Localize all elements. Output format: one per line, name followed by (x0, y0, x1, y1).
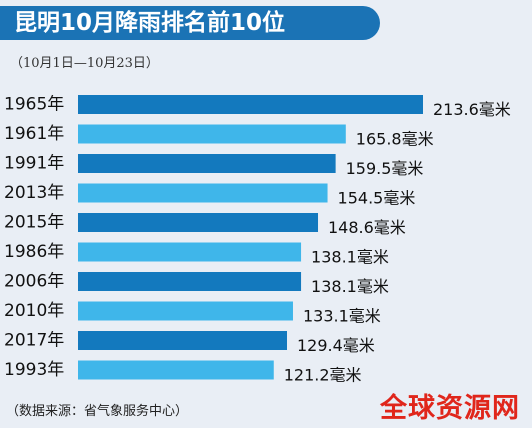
category-label: 1965年 (4, 95, 64, 115)
title-banner: 昆明10月降雨排名前10位 (0, 6, 380, 40)
category-label: 1993年 (4, 360, 64, 380)
bar (78, 272, 302, 291)
category-label: 2015年 (4, 213, 64, 233)
value-label: 138.1毫米 (311, 277, 389, 296)
value-label: 154.5毫米 (338, 189, 416, 208)
category-label: 2017年 (4, 331, 64, 351)
bar (78, 213, 319, 232)
value-label: 138.1毫米 (311, 248, 389, 267)
bar (78, 124, 346, 144)
bar (78, 183, 328, 203)
category-label: 2010年 (4, 301, 64, 321)
bar (78, 301, 293, 321)
value-label: 165.8毫米 (356, 130, 434, 149)
value-label: 148.6毫米 (328, 218, 406, 237)
category-label: 1986年 (4, 242, 64, 262)
category-label: 2013年 (4, 183, 64, 203)
value-label: 159.5毫米 (346, 159, 424, 178)
bar (78, 242, 302, 262)
value-label: 133.1毫米 (303, 307, 381, 326)
category-label: 2006年 (4, 272, 64, 292)
value-label: 129.4毫米 (297, 336, 375, 355)
bar (78, 154, 336, 173)
bar (78, 360, 274, 380)
watermark-logo: 全球资源网 (380, 393, 520, 424)
bar (78, 95, 423, 114)
data-source-note: （数据来源：省气象服务中心） (6, 404, 189, 419)
category-label: 1961年 (4, 124, 64, 144)
value-label: 213.6毫米 (433, 100, 511, 119)
chart-title: 昆明10月降雨排名前10位 (14, 10, 286, 36)
chart-subtitle: （10月1日—10月23日） (10, 56, 159, 71)
value-label: 121.2毫米 (284, 366, 362, 385)
bar (78, 331, 288, 350)
category-label: 1991年 (4, 154, 64, 174)
